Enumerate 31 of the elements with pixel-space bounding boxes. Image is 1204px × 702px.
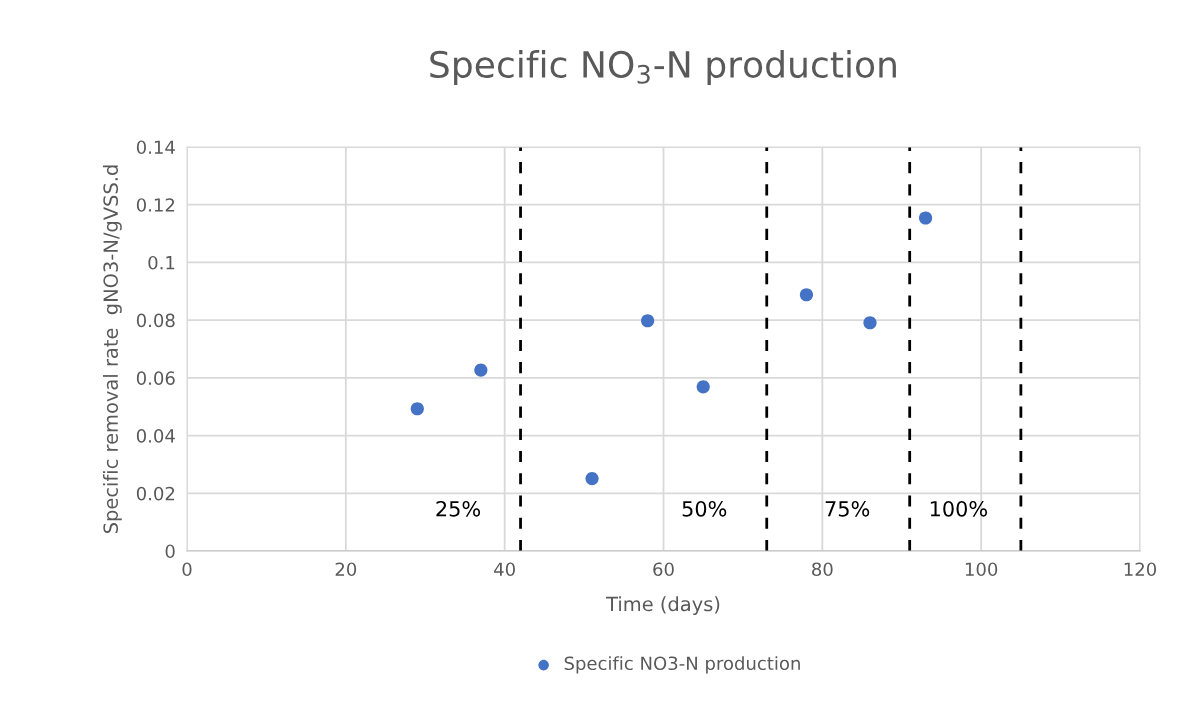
point (410, 402, 424, 416)
y-axis-title: Specific removal rate gNO3-N/gVSS.d (102, 165, 122, 534)
y-tick-label: 0.1 (148, 255, 175, 270)
y-tick-label: 0.06 (136, 371, 175, 385)
point (696, 380, 710, 394)
annotation: 25% (436, 500, 481, 517)
x-tick-label: 80 (812, 562, 833, 577)
x-tick-label: 0 (182, 562, 192, 577)
y-tick-label: 0.14 (136, 140, 175, 155)
y-tick-label: 0.12 (136, 198, 175, 212)
x-tick-label: 40 (494, 562, 515, 577)
point (863, 316, 877, 330)
chart-title: Specific NO$_{3}$-N production (430, 50, 896, 86)
annotation: 100% (930, 500, 987, 517)
annotation: 75% (825, 500, 870, 517)
x-tick-label: 100 (965, 562, 998, 577)
y-tick-label: 0.02 (136, 486, 175, 501)
y-tick-label: 0.04 (136, 429, 175, 443)
x-tick-label: 20 (335, 562, 357, 577)
point (474, 363, 488, 377)
legend-label: Specific NO3-N production (564, 656, 800, 674)
point (585, 471, 599, 486)
y-tick-label: 0 (165, 544, 175, 559)
y-tick-label: 0.08 (136, 313, 175, 328)
annotation: 50% (682, 500, 727, 517)
point (799, 288, 814, 302)
point (641, 314, 655, 328)
x-tick-label: 60 (653, 562, 674, 577)
x-axis-title: Time (days) (606, 596, 720, 616)
x-tick-label: 120 (1124, 562, 1157, 577)
point (918, 211, 933, 225)
